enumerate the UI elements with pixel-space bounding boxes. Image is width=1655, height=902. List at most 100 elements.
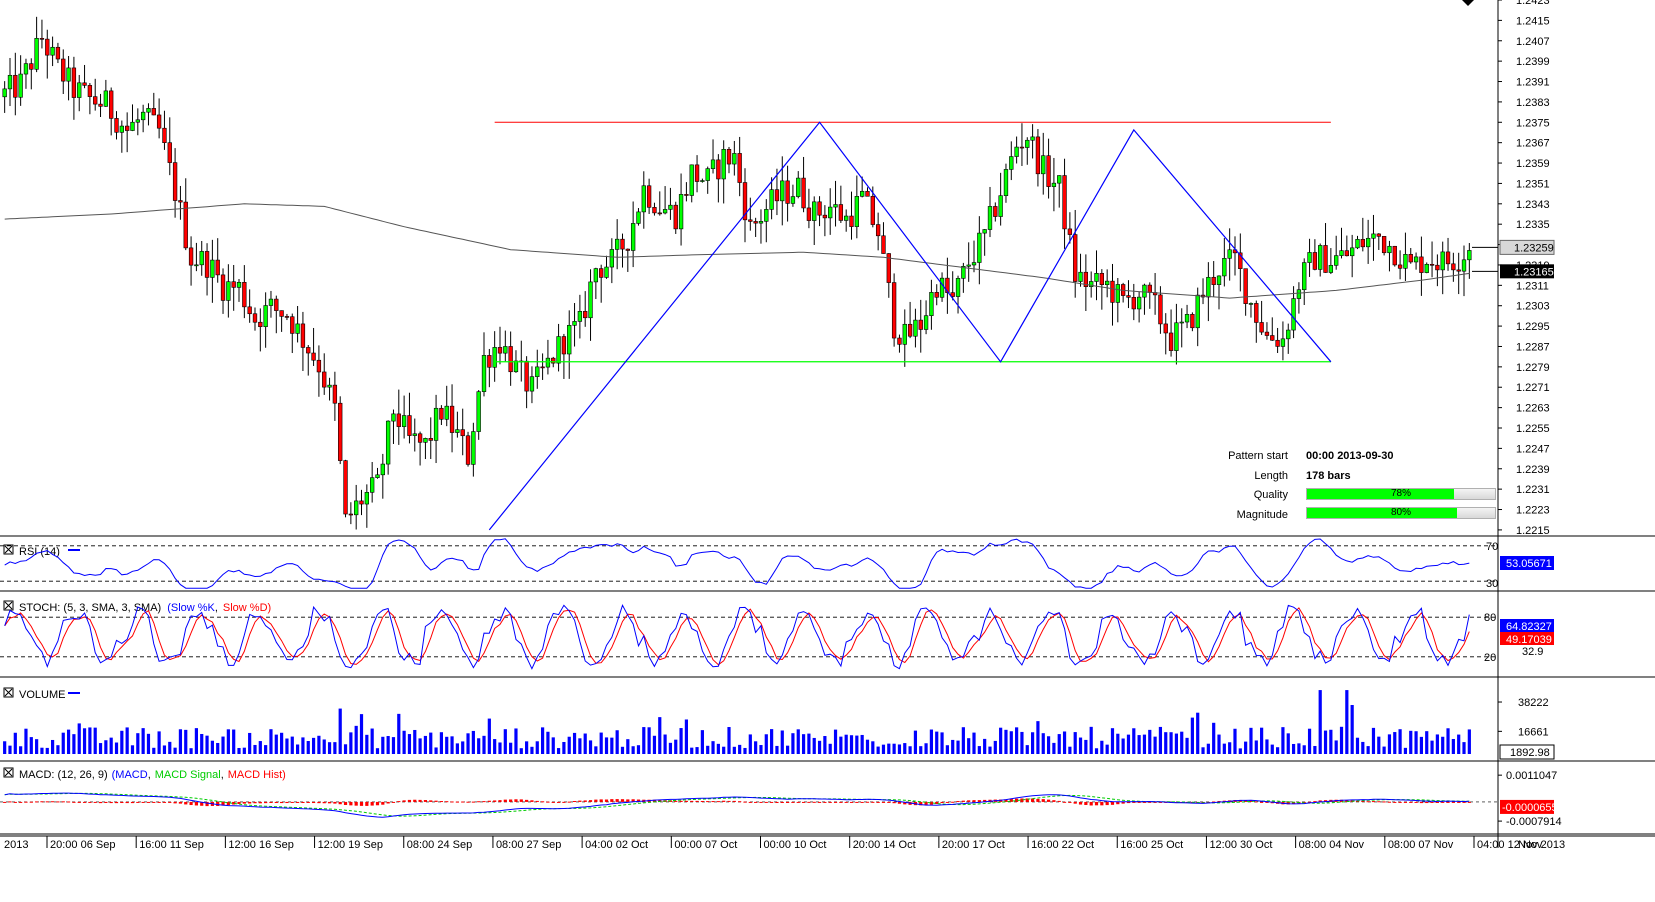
macd-hist-bar xyxy=(13,801,17,803)
volume-bar xyxy=(402,730,406,754)
macd-hist-bar xyxy=(1382,801,1386,803)
candle-body xyxy=(1259,322,1264,333)
volume-bar xyxy=(397,713,401,754)
volume-bar xyxy=(1307,728,1312,754)
candle-body xyxy=(1142,284,1147,298)
volume-bar xyxy=(1212,722,1216,754)
candle-body xyxy=(758,221,764,224)
volume-bar xyxy=(615,730,619,754)
macd-hist-bar xyxy=(1318,800,1322,802)
candle-body xyxy=(561,336,567,355)
volume-bar xyxy=(375,748,380,754)
candle-body xyxy=(854,196,860,227)
macd-hist-bar xyxy=(471,801,475,803)
volume-bar xyxy=(780,730,784,754)
volume-bar xyxy=(1137,735,1141,754)
moving-average-box xyxy=(1500,264,1554,279)
volume-bar xyxy=(1249,727,1253,754)
quality-label: Quality xyxy=(1253,489,1288,501)
macd-hist-bar xyxy=(732,800,736,802)
candle-body xyxy=(66,67,71,82)
volume-bar xyxy=(434,747,438,754)
macd-hist-bar xyxy=(567,801,571,803)
candle-body xyxy=(34,38,39,70)
volume-bar xyxy=(748,734,752,754)
candle-body xyxy=(1089,281,1094,287)
volume-bar xyxy=(658,717,662,754)
macd-hist-bar xyxy=(82,801,87,803)
macd-hist-bar xyxy=(860,801,864,803)
macd-hist-bar xyxy=(604,799,609,802)
volume-bar xyxy=(759,745,763,754)
volume-bar xyxy=(370,728,374,754)
volume-bar xyxy=(572,732,577,754)
volume-bar xyxy=(509,742,513,754)
rsi-value-label: 53.05671 xyxy=(1506,558,1552,570)
candle-body xyxy=(865,191,870,197)
volume-bar xyxy=(1323,730,1328,754)
macd-hist-bar xyxy=(45,801,49,803)
macd-hist-bar xyxy=(120,801,124,804)
candle-body xyxy=(1397,264,1403,269)
volume-bar xyxy=(961,727,965,754)
volume-bar xyxy=(1206,743,1210,754)
candle-body xyxy=(1099,272,1105,285)
candle-body xyxy=(359,500,364,505)
volume-bar xyxy=(77,723,81,754)
candle-body xyxy=(295,323,300,334)
candle-body xyxy=(1014,146,1019,157)
candle-body xyxy=(1227,249,1232,259)
volume-bar xyxy=(1329,729,1333,754)
candle-body xyxy=(396,413,401,427)
candle-body xyxy=(1051,182,1057,187)
volume-bar xyxy=(1089,726,1093,754)
macd-hist-bar xyxy=(892,801,896,804)
volume-bar xyxy=(237,747,241,754)
volume-bar xyxy=(232,729,236,754)
volume-bar xyxy=(88,727,92,754)
volume-bar xyxy=(546,731,550,754)
candle-body xyxy=(529,376,535,392)
candle-body xyxy=(1254,303,1259,323)
macd-hist-bar xyxy=(700,800,704,802)
candle-body xyxy=(236,282,242,288)
volume-bar xyxy=(754,741,758,754)
macd-hist-bar xyxy=(1403,801,1408,803)
candle-body xyxy=(412,433,417,436)
volume-bar xyxy=(514,728,518,754)
candle-body xyxy=(1355,239,1360,249)
stoch-level-label-80: 80 xyxy=(1484,612,1496,624)
volume-bar xyxy=(716,743,720,754)
volume-bar xyxy=(258,741,262,754)
volume-bar xyxy=(1457,734,1461,754)
volume-bar xyxy=(1345,690,1349,754)
candle-body xyxy=(279,310,284,317)
macd-hist-bar xyxy=(349,801,353,806)
macd-hist-bar xyxy=(1121,801,1125,804)
stoch-title: STOCH: (5, 3, SMA, 3, SMA) xyxy=(19,602,161,614)
macd-hist-bar xyxy=(690,800,694,802)
candle-body xyxy=(1349,247,1355,257)
volume-bar xyxy=(583,733,587,754)
macd-hist-bar xyxy=(1446,801,1450,803)
candle-body xyxy=(39,38,45,40)
volume-bar xyxy=(828,743,832,754)
volume-bar xyxy=(876,746,880,754)
candle-body xyxy=(1195,294,1200,329)
candle-body xyxy=(790,196,796,204)
macd-hist-bar xyxy=(945,801,949,803)
volume-bar xyxy=(1297,743,1301,754)
candle-body xyxy=(327,384,332,388)
candle-body xyxy=(764,209,769,222)
volume-bar xyxy=(1132,728,1136,754)
macd-hist-bar xyxy=(327,801,332,804)
volume-bar xyxy=(839,736,843,754)
candle-body xyxy=(1440,251,1445,271)
macd-tick-label: 0.0011047 xyxy=(1506,770,1557,782)
time-axis-label: 04:00 02 Oct xyxy=(585,839,648,851)
candle-body xyxy=(806,207,812,221)
candle-body xyxy=(732,153,737,165)
candle-body xyxy=(844,215,849,221)
candle-body xyxy=(263,305,268,328)
macd-hist-bar xyxy=(141,801,145,803)
